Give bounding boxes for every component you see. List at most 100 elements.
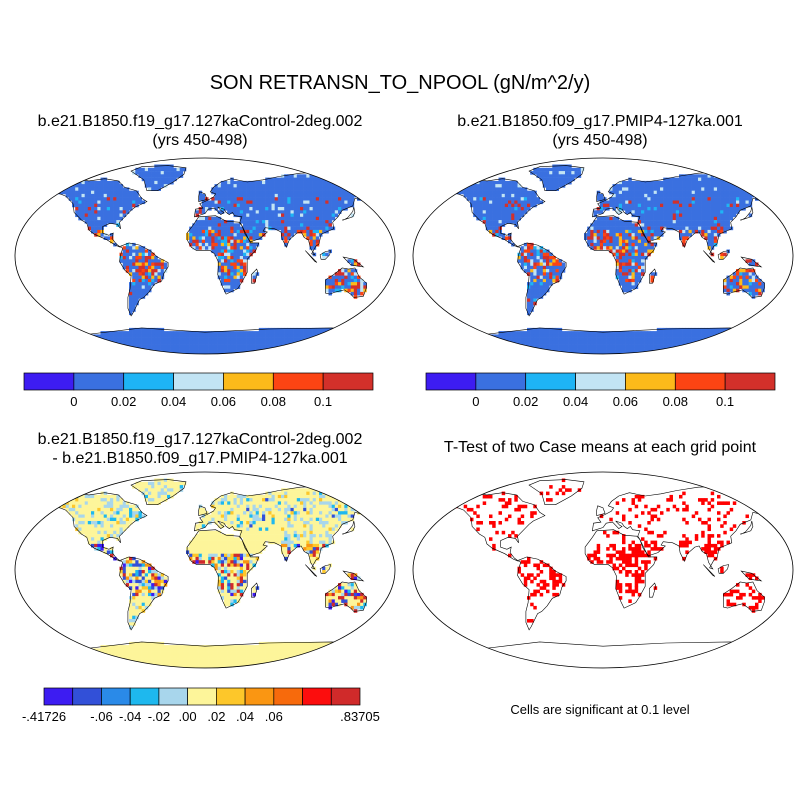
grid-cell <box>46 350 51 354</box>
grid-cell <box>97 207 101 211</box>
grid-cell <box>205 331 209 335</box>
grid-cell <box>473 197 477 201</box>
grid-cell <box>628 282 632 286</box>
grid-cell <box>536 272 540 276</box>
grid-cell <box>428 180 433 185</box>
grid-cell <box>593 226 597 231</box>
grid-cell <box>214 187 218 191</box>
grid-cell <box>249 246 253 250</box>
grid-cell <box>119 347 123 352</box>
grid-cell <box>132 249 136 254</box>
grid-cell <box>653 223 658 227</box>
grid-cell <box>296 197 301 201</box>
grid-cell <box>726 174 730 178</box>
grid-cell <box>198 197 203 201</box>
grid-cell <box>56 340 60 345</box>
grid-cell <box>277 226 282 231</box>
grid-cell <box>555 269 559 273</box>
grid-cell <box>37 350 41 354</box>
grid-cell <box>669 180 673 185</box>
grid-cell <box>40 344 44 348</box>
grid-cell <box>366 350 370 354</box>
grid-cell <box>388 334 393 338</box>
grid-cell <box>322 223 326 227</box>
grid-cell <box>81 216 85 221</box>
grid-cell <box>151 184 155 188</box>
grid-cell <box>315 171 320 175</box>
grid-cell <box>230 265 234 270</box>
grid-cell <box>27 337 32 342</box>
grid-cell <box>707 344 711 348</box>
grid-cell <box>236 334 241 338</box>
grid-cell <box>293 213 298 218</box>
grid-cell <box>68 187 73 191</box>
grid-cell <box>236 256 241 260</box>
grid-cell <box>249 236 253 240</box>
grid-cell <box>717 337 721 342</box>
grid-cell <box>717 207 721 211</box>
grid-cell <box>201 226 206 231</box>
grid-cell <box>698 197 702 201</box>
grid-cell <box>300 174 304 178</box>
grid-cell <box>125 249 130 254</box>
grid-cell <box>182 337 187 342</box>
grid-cell <box>306 203 310 208</box>
grid-cell <box>160 334 165 338</box>
grid-cell <box>119 213 123 218</box>
grid-cell <box>290 229 294 234</box>
grid-cell <box>530 249 534 254</box>
grid-cell <box>338 193 342 198</box>
grid-cell <box>609 226 613 231</box>
grid-cell <box>306 213 310 218</box>
coastline <box>305 250 318 263</box>
grid-cell <box>116 331 120 335</box>
grid-cell <box>372 184 377 188</box>
grid-cell <box>713 203 718 208</box>
grid-cell <box>656 210 661 214</box>
grid-cell <box>94 207 98 211</box>
grid-cell <box>129 269 133 273</box>
grid-cell <box>444 347 449 352</box>
grid-cell <box>710 344 715 348</box>
grid-cell <box>205 226 209 231</box>
grid-cell <box>163 334 168 338</box>
grid-cell <box>157 334 161 338</box>
grid-cell <box>68 197 73 201</box>
grid-cell <box>315 229 320 234</box>
grid-cell <box>75 210 79 214</box>
grid-cell <box>694 216 699 221</box>
grid-cell <box>274 347 279 352</box>
grid-cell <box>341 285 345 289</box>
grid-cell <box>628 187 632 191</box>
grid-cell <box>230 207 234 211</box>
grid-cell <box>435 177 439 182</box>
grid-cell <box>650 229 654 234</box>
grid-cell <box>338 288 342 293</box>
grid-cell <box>227 331 231 335</box>
grid-cell <box>350 278 355 283</box>
grid-cell <box>682 184 686 188</box>
grid-cell <box>495 200 499 205</box>
grid-cell <box>303 180 307 185</box>
grid-cell <box>707 177 711 182</box>
grid-cell <box>189 236 193 240</box>
grid-cell <box>271 193 275 198</box>
grid-cell <box>220 229 225 234</box>
grid-cell <box>281 347 285 352</box>
grid-cell <box>148 347 152 352</box>
grid-cell <box>163 344 168 348</box>
grid-cell <box>138 249 142 254</box>
grid-cell <box>34 184 38 188</box>
grid-cell <box>669 334 673 338</box>
grid-cell <box>379 337 383 342</box>
grid-cell <box>495 340 499 345</box>
grid-cell <box>287 174 291 178</box>
grid-cell <box>603 344 607 348</box>
grid-cell <box>157 184 161 188</box>
grid-cell <box>739 203 743 208</box>
grid-cell <box>694 327 699 332</box>
grid-cell <box>315 337 320 342</box>
grid-cell <box>536 295 540 299</box>
grid-cell <box>691 327 696 332</box>
grid-cell <box>30 337 35 342</box>
